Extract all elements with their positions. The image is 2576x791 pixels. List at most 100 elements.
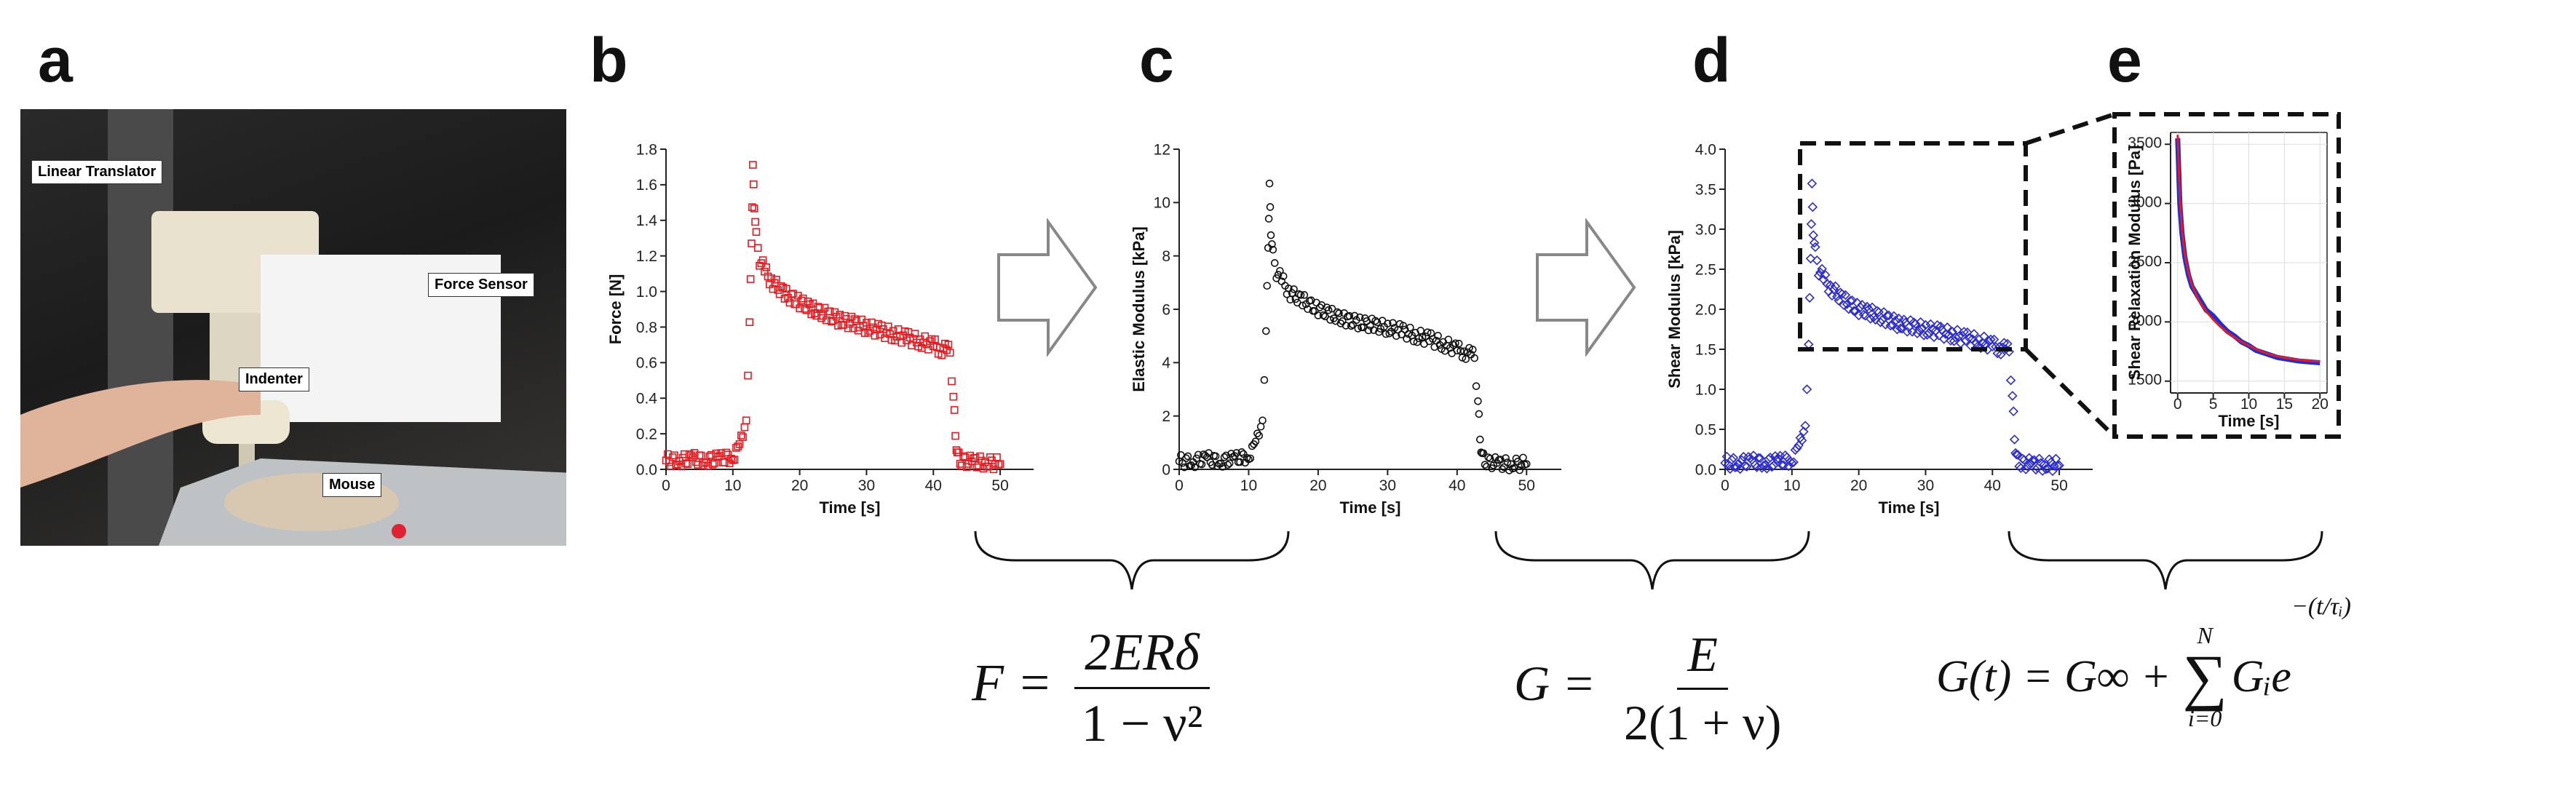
data-point xyxy=(777,282,785,290)
data-point xyxy=(2054,460,2064,471)
x-tick-label: 40 xyxy=(925,477,942,494)
data-point xyxy=(2019,455,2029,465)
data-point xyxy=(1844,303,1854,314)
data-point xyxy=(1265,179,1274,188)
data-point xyxy=(1730,462,1740,473)
data-point xyxy=(1772,454,1782,465)
data-point xyxy=(1236,458,1244,466)
x-tick-label: 10 xyxy=(724,477,741,494)
data-point xyxy=(1895,323,1906,334)
brace-1-icon xyxy=(974,530,1290,590)
y-tick-label: 3.0 xyxy=(1695,221,1716,238)
panel-letter-c: c xyxy=(1139,25,1174,95)
data-point xyxy=(911,330,919,338)
data-point xyxy=(1290,285,1298,293)
data-point xyxy=(1727,455,1737,465)
data-point xyxy=(1853,310,1864,321)
data-point xyxy=(1836,289,1847,299)
eq-hertz-lhs: F = xyxy=(972,653,1053,712)
y-tick-label: 0.8 xyxy=(636,319,657,336)
data-point xyxy=(1296,291,1305,299)
data-point xyxy=(1264,215,1273,223)
data-point xyxy=(1475,410,1483,418)
data-point xyxy=(682,459,690,468)
y-tick-label: 3000 xyxy=(2128,194,2162,211)
label-mouse: Mouse xyxy=(322,473,382,497)
data-point xyxy=(1947,327,1957,337)
eq-hertz-numerator: 2ERδ xyxy=(1074,622,1210,689)
x-tick-label: 30 xyxy=(1917,477,1934,494)
data-point xyxy=(1191,463,1199,472)
setup-photo: Linear Translator Force Sensor Indenter … xyxy=(20,109,566,546)
data-point xyxy=(1979,331,1989,342)
data-point xyxy=(1989,334,2000,345)
data-point xyxy=(831,308,839,317)
label-indenter: Indenter xyxy=(239,367,309,391)
data-point xyxy=(745,318,754,327)
panel-letter-a: a xyxy=(38,25,73,95)
eq-prony-lhs: G(t) = G∞ + xyxy=(1936,652,2171,702)
data-point xyxy=(1222,451,1230,460)
data-point xyxy=(1812,255,1823,266)
data-point xyxy=(1733,458,1744,469)
y-tick-label: 1.2 xyxy=(636,248,657,265)
x-tick-label: 15 xyxy=(2276,396,2293,413)
data-point xyxy=(1224,461,1232,469)
eq-prony-sum-bottom: i=0 xyxy=(2187,705,2222,732)
data-point xyxy=(1444,335,1453,343)
data-point xyxy=(1479,449,1488,458)
data-point xyxy=(782,285,790,293)
y-tick-label: 0.5 xyxy=(1695,421,1716,438)
y-tick-label: 0.0 xyxy=(1695,461,1716,478)
data-point xyxy=(2022,461,2033,472)
x-tick-label: 0 xyxy=(1175,477,1184,494)
data-point xyxy=(1755,453,1765,464)
x-tick-label: 40 xyxy=(1984,477,2001,494)
data-point xyxy=(836,311,844,319)
data-point xyxy=(931,335,939,343)
data-point xyxy=(2037,466,2048,476)
data-point xyxy=(1184,452,1192,461)
data-point xyxy=(1515,466,1524,474)
data-point xyxy=(1350,311,1359,320)
data-point xyxy=(1935,321,1946,332)
data-point xyxy=(753,244,762,253)
data-point xyxy=(748,203,756,211)
data-point xyxy=(1324,306,1333,314)
x-tick-label: 0 xyxy=(662,477,670,494)
data-point xyxy=(1483,462,1491,471)
data-point xyxy=(1962,327,1973,338)
data-point xyxy=(884,322,892,330)
data-point xyxy=(863,319,871,327)
data-point xyxy=(1373,318,1382,327)
data-point xyxy=(1799,426,1809,437)
data-point xyxy=(1246,454,1255,463)
data-point xyxy=(1270,259,1279,267)
y-tick-label: 2500 xyxy=(2128,253,2162,270)
data-point xyxy=(1867,302,1877,313)
data-point xyxy=(1773,453,1784,464)
data-point xyxy=(1251,437,1260,445)
data-point xyxy=(1775,450,1786,461)
data-point xyxy=(1423,328,1432,336)
data-point xyxy=(1268,240,1276,248)
data-point xyxy=(670,451,678,460)
data-point xyxy=(1750,459,1761,470)
y-tick-label: 1.6 xyxy=(636,177,657,194)
data-point xyxy=(1892,324,1903,335)
data-point xyxy=(989,465,998,474)
data-point xyxy=(951,432,959,440)
y-tick-label: 0.4 xyxy=(636,391,658,408)
panel-letter-e: e xyxy=(2107,25,2142,95)
x-axis-label: Time [s] xyxy=(1879,498,1940,517)
data-point xyxy=(1384,319,1392,327)
data-point xyxy=(1777,460,1787,470)
data-point xyxy=(1276,266,1284,275)
data-point xyxy=(1807,178,1818,188)
y-tick-label: 1.5 xyxy=(1695,341,1716,358)
data-point xyxy=(739,433,747,441)
y-tick-label: 0.2 xyxy=(636,426,657,442)
equation-prony: G(t) = G∞ + N ∑ i=0 Gᵢe −(t/τᵢ) xyxy=(1936,593,2351,732)
data-point xyxy=(734,442,742,450)
data-point xyxy=(946,349,954,357)
